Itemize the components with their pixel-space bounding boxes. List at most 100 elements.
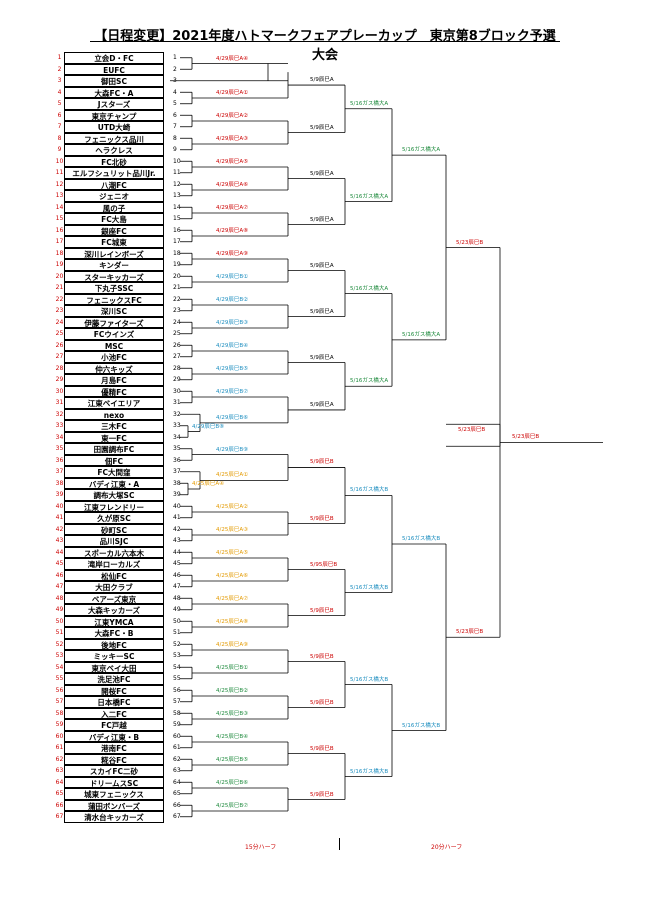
team-name: 品川SJC xyxy=(64,535,164,547)
line-number: 2 xyxy=(173,65,177,73)
team-row: 28 仲六キッズ 28 xyxy=(55,362,181,374)
team-row: 48 ベアーズ東京 48 xyxy=(55,592,181,604)
line-number: 52 xyxy=(173,640,181,648)
team-row: 16 銀座FC 16 xyxy=(55,224,181,236)
seed-number: 66 xyxy=(55,801,64,809)
team-row: 20 スターキッカーズ 20 xyxy=(55,270,181,282)
team-row: 3 御田SC 3 xyxy=(55,75,177,87)
team-name: FC戸越 xyxy=(64,719,164,731)
line-number: 25 xyxy=(173,330,181,337)
match-label-r1: 4/25辰巳B① xyxy=(216,665,249,671)
team-name: FC北砂 xyxy=(64,155,164,167)
line-number: 19 xyxy=(173,261,181,268)
seed-number: 57 xyxy=(55,698,64,705)
team-row: 40 江東フレンドリー 40 xyxy=(55,500,181,512)
match-label-r2: 5/9辰巳B xyxy=(310,791,334,798)
line-number: 60 xyxy=(173,732,181,740)
team-row: 67 清水台キッカーズ 67 xyxy=(55,811,181,823)
team-name: 優精FC xyxy=(64,385,164,397)
seed-number: 31 xyxy=(55,399,64,406)
seed-number: 4 xyxy=(57,88,62,96)
match-label-r1: 4/29辰巳A⑨ xyxy=(216,251,249,257)
team-name: FC城東 xyxy=(64,236,164,248)
team-name: 江東YMCA xyxy=(64,615,164,627)
seed-number: 5 xyxy=(57,100,62,107)
line-number: 47 xyxy=(173,583,181,590)
match-label-r1: 4/25辰巳B⑤ xyxy=(216,757,249,763)
team-row: 35 田園調布FC 35 xyxy=(55,443,181,455)
seed-number: 58 xyxy=(55,709,64,717)
line-number: 50 xyxy=(173,617,181,625)
line-number: 23 xyxy=(173,307,181,314)
team-row: 32 nexo 32 xyxy=(55,408,181,420)
team-name: 深川SC xyxy=(64,305,164,317)
match-label-r3: 5/16ガス橋大B xyxy=(350,768,389,775)
team-name: 蒲田ボンバーズ xyxy=(64,799,164,811)
team-name: キンダー xyxy=(64,259,164,271)
team-row: 53 ミッキーSC 53 xyxy=(55,650,181,662)
match-label-r1: 4/25辰巳A④ xyxy=(192,481,225,487)
team-row: 34 東一FC 34 xyxy=(55,431,181,443)
line-number: 66 xyxy=(173,801,181,809)
line-number: 67 xyxy=(173,813,181,820)
match-label-r1: 4/29辰巳B⑤ xyxy=(216,366,249,372)
seed-number: 12 xyxy=(55,180,64,188)
line-number: 3 xyxy=(173,77,177,84)
team-name: 三木FC xyxy=(64,420,164,432)
team-name: 東京チャンプ xyxy=(64,109,164,121)
seed-number: 14 xyxy=(55,203,64,211)
match-label-r5: 5/23辰巳B xyxy=(456,629,484,636)
team-name: 佃FC xyxy=(64,454,164,466)
team-name: 城東フェニックス xyxy=(64,788,164,800)
seed-number: 63 xyxy=(55,767,64,774)
seed-number: 41 xyxy=(55,514,64,521)
line-number: 16 xyxy=(173,226,181,234)
seed-number: 67 xyxy=(55,813,64,820)
team-row: 65 城東フェニックス 65 xyxy=(55,788,181,800)
line-number: 32 xyxy=(173,410,181,418)
team-row: 12 八潮FC 12 xyxy=(55,178,181,190)
team-row: 29 月島FC 29 xyxy=(55,374,181,386)
team-name: スカイFC二砂 xyxy=(64,765,164,777)
team-name: 八潮FC xyxy=(64,178,164,190)
seed-number: 60 xyxy=(55,732,64,740)
team-row: 52 後地FC 52 xyxy=(55,638,181,650)
team-name: Jスターズ xyxy=(64,98,164,110)
match-label-r1: 4/25辰巳A① xyxy=(216,472,249,479)
team-row: 6 東京チャンプ 6 xyxy=(55,109,177,121)
match-label-r4: 5/16ガス橋大B xyxy=(402,535,441,542)
team-name: ヘラクレス xyxy=(64,144,164,156)
line-number: 10 xyxy=(173,157,181,165)
line-number: 15 xyxy=(173,215,181,222)
seed-number: 19 xyxy=(55,261,64,268)
match-label-r3: 5/16ガス橋大B xyxy=(350,584,389,591)
match-label-r1: 4/29辰巳A③ xyxy=(216,136,249,142)
seed-number: 51 xyxy=(55,629,64,636)
line-number: 42 xyxy=(173,525,181,533)
seed-number: 37 xyxy=(55,468,64,475)
match-label-r4: 5/16ガス橋大A xyxy=(402,147,441,154)
seed-number: 36 xyxy=(55,456,64,464)
line-number: 8 xyxy=(173,134,177,142)
team-name: 松仙FC xyxy=(64,569,164,581)
team-row: 57 日本橋FC 57 xyxy=(55,696,181,708)
team-row: 56 開桜FC 56 xyxy=(55,684,181,696)
seed-number: 1 xyxy=(57,54,62,61)
team-name: 立会D・FC xyxy=(64,52,164,64)
seed-number: 48 xyxy=(55,594,64,602)
team-row: 5 Jスターズ 5 xyxy=(55,98,177,110)
match-label-r4: 5/16ガス橋大B xyxy=(402,722,441,729)
team-name: ドリームスSC xyxy=(64,776,164,788)
team-row: 66 蒲田ボンバーズ 66 xyxy=(55,799,181,811)
team-row: 19 キンダー 19 xyxy=(55,259,181,271)
line-number: 36 xyxy=(173,456,181,464)
seed-number: 65 xyxy=(55,790,64,797)
team-name: FC大島 xyxy=(64,213,164,225)
team-name: FC大間窪 xyxy=(64,466,164,478)
line-number: 53 xyxy=(173,652,181,659)
team-name: 入二FC xyxy=(64,707,164,719)
team-row: 1 立会D・FC 1 xyxy=(55,52,177,64)
line-number: 54 xyxy=(173,663,181,671)
team-row: 15 FC大島 15 xyxy=(55,213,181,225)
team-name: 東京ベイ大田 xyxy=(64,661,164,673)
